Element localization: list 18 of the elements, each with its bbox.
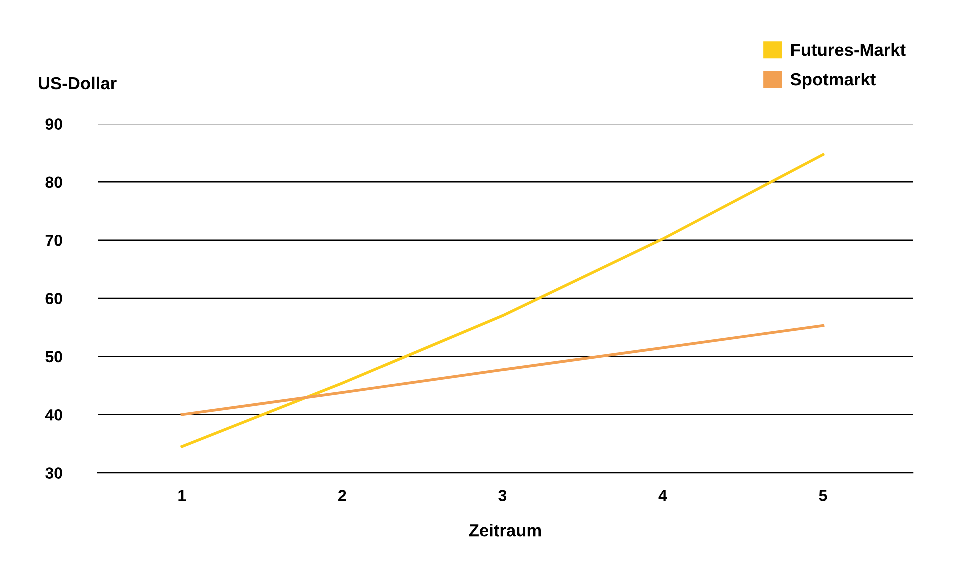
x-tick-label: 1 xyxy=(178,490,186,502)
legend-label: Spotmarkt xyxy=(790,72,876,90)
x-tick-label: 2 xyxy=(338,490,346,502)
y-tick-label: 40 xyxy=(45,409,62,421)
x-axis-title: Zeitraum xyxy=(469,524,542,537)
line-series xyxy=(180,324,825,416)
legend-label: Futures-Markt xyxy=(791,43,906,56)
x-tick-label: 3 xyxy=(498,490,507,502)
y-tick-label: 50 xyxy=(46,351,62,363)
x-tick-label: 5 xyxy=(819,490,828,502)
y-tick-label: 70 xyxy=(46,234,62,246)
line-series xyxy=(180,153,825,448)
y-axis-title: US-Dollar xyxy=(39,76,117,90)
y-tick-label: 60 xyxy=(46,293,62,304)
y-tick-label: 90 xyxy=(46,118,62,130)
y-tick-label: 30 xyxy=(46,468,62,479)
x-tick-label: 4 xyxy=(658,490,668,502)
y-tick-label: 80 xyxy=(46,176,62,188)
